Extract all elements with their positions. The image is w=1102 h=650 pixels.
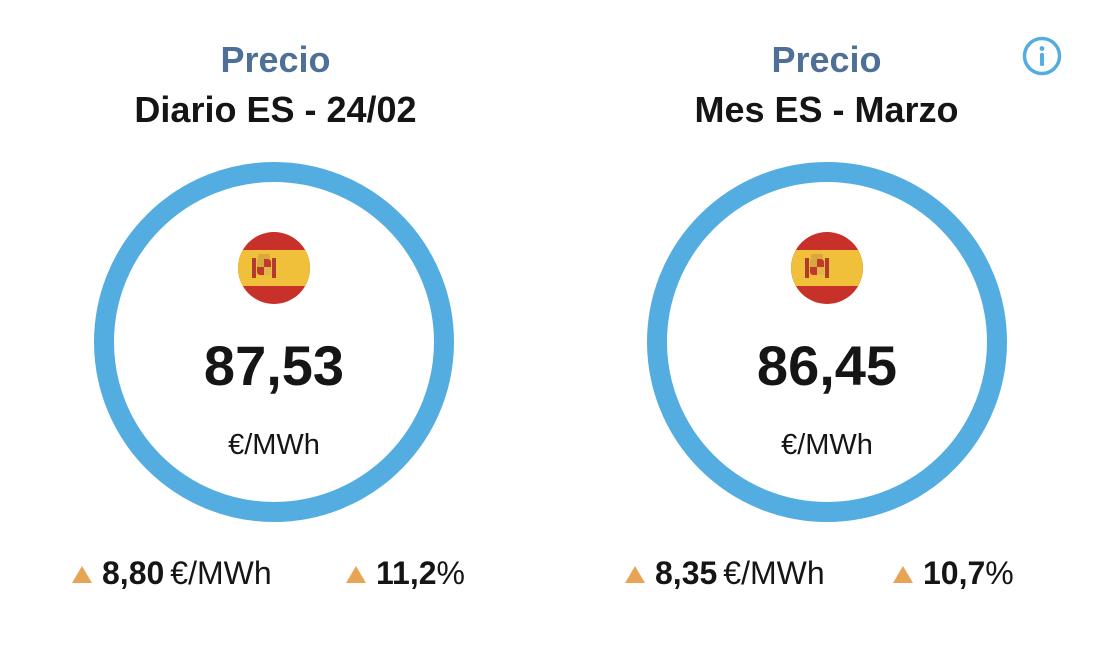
- price-value: 87,53: [203, 334, 345, 397]
- card-title: Precio: [771, 39, 882, 80]
- arrow-up-icon: [625, 565, 645, 583]
- info-icon[interactable]: [1022, 36, 1062, 76]
- absolute-change-value: 8,35: [655, 554, 718, 591]
- absolute-change-unit: €/MWh: [170, 554, 272, 591]
- spain-flag-icon: [238, 232, 310, 304]
- price-ring: 87,53 €/MWh: [94, 162, 454, 522]
- card-subtitle: Mes ES - Marzo: [694, 89, 959, 130]
- percent-change-value: 11,2: [376, 554, 437, 591]
- spain-flag-icon: [791, 232, 863, 304]
- percent-change-unit: %: [436, 554, 465, 591]
- card-title: Precio: [220, 39, 331, 80]
- absolute-change: 8,80 €/MWh: [72, 554, 272, 591]
- percent-change-value: 10,7: [923, 554, 986, 591]
- price-unit: €/MWh: [228, 429, 320, 461]
- percent-change: 11,2 %: [346, 554, 465, 591]
- absolute-change-value: 8,80: [102, 554, 165, 591]
- percent-change: 10,7 %: [893, 554, 1014, 591]
- price-value: 86,45: [756, 334, 898, 397]
- arrow-up-icon: [346, 565, 366, 583]
- absolute-change: 8,35 €/MWh: [625, 554, 825, 591]
- arrow-up-icon: [893, 565, 913, 583]
- absolute-change-unit: €/MWh: [723, 554, 825, 591]
- percent-change-unit: %: [985, 554, 1014, 591]
- price-unit: €/MWh: [781, 429, 873, 461]
- arrow-up-icon: [72, 565, 92, 583]
- card-subtitle: Diario ES - 24/02: [134, 89, 417, 130]
- daily-price-card: Precio Diario ES - 24/02 87,53 €: [72, 39, 465, 591]
- monthly-price-card: Precio Mes ES - Marzo 86,45 €/MW: [551, 0, 1102, 650]
- price-ring: 86,45 €/MWh: [647, 162, 1007, 522]
